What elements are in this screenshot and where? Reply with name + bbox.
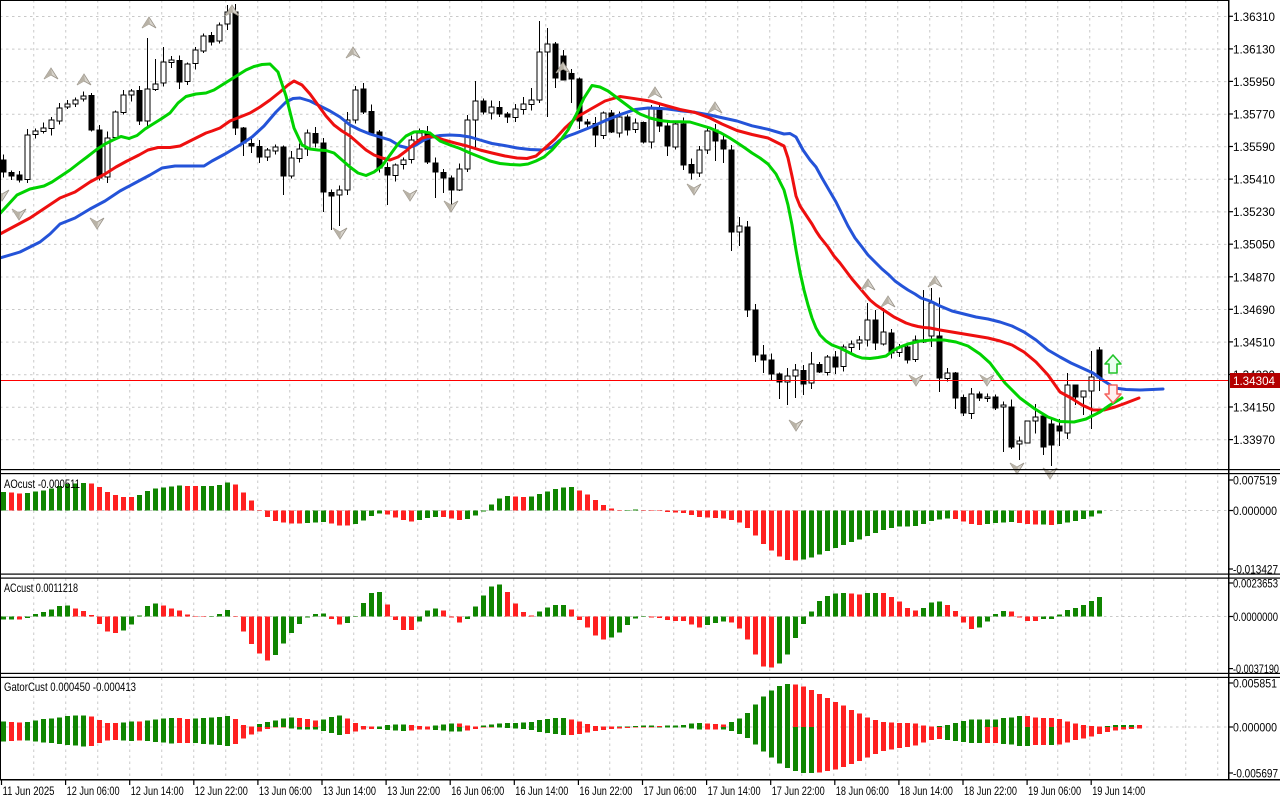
svg-text:0.0000000: 0.0000000 <box>1233 610 1278 624</box>
svg-text:0.000000: 0.000000 <box>1233 504 1277 518</box>
svg-text:11 Jun 2025: 11 Jun 2025 <box>3 786 55 798</box>
svg-text:1.36310: 1.36310 <box>1233 10 1275 24</box>
svg-text:AOcust -0.000511: AOcust -0.000511 <box>4 477 80 491</box>
svg-text:19 Jun 06:00: 19 Jun 06:00 <box>1028 786 1081 798</box>
svg-text:0.000000: 0.000000 <box>1233 721 1277 735</box>
svg-text:1.34150: 1.34150 <box>1233 401 1275 415</box>
svg-text:0.007519: 0.007519 <box>1233 474 1277 488</box>
svg-text:17 Jun 06:00: 17 Jun 06:00 <box>644 786 697 798</box>
svg-text:1.35050: 1.35050 <box>1233 238 1275 252</box>
svg-text:1.35950: 1.35950 <box>1233 75 1275 89</box>
svg-text:-0.005697: -0.005697 <box>1233 767 1278 781</box>
svg-text:1.34304: 1.34304 <box>1233 374 1275 388</box>
svg-text:1.35230: 1.35230 <box>1233 205 1275 219</box>
svg-text:17 Jun 14:00: 17 Jun 14:00 <box>708 786 761 798</box>
svg-text:17 Jun 22:00: 17 Jun 22:00 <box>772 786 825 798</box>
svg-text:1.34690: 1.34690 <box>1233 303 1275 317</box>
svg-text:-0.013427: -0.013427 <box>1233 563 1278 577</box>
svg-text:1.35770: 1.35770 <box>1233 108 1275 122</box>
svg-text:-0.0037190: -0.0037190 <box>1233 662 1279 676</box>
svg-text:19 Jun 14:00: 19 Jun 14:00 <box>1092 786 1145 798</box>
svg-text:1.34510: 1.34510 <box>1233 335 1275 349</box>
svg-text:GatorCust 0.000450 -0.000413: GatorCust 0.000450 -0.000413 <box>4 680 136 694</box>
svg-text:0.0023653: 0.0023653 <box>1233 577 1278 591</box>
svg-text:13 Jun 14:00: 13 Jun 14:00 <box>323 786 376 798</box>
svg-text:12 Jun 06:00: 12 Jun 06:00 <box>67 786 120 798</box>
svg-text:12 Jun 14:00: 12 Jun 14:00 <box>131 786 184 798</box>
svg-text:16 Jun 14:00: 16 Jun 14:00 <box>515 786 568 798</box>
svg-text:18 Jun 22:00: 18 Jun 22:00 <box>964 786 1017 798</box>
svg-text:12 Jun 22:00: 12 Jun 22:00 <box>195 786 248 798</box>
svg-text:1.36130: 1.36130 <box>1233 42 1275 56</box>
svg-text:18 Jun 14:00: 18 Jun 14:00 <box>900 786 953 798</box>
svg-text:13 Jun 22:00: 13 Jun 22:00 <box>387 786 440 798</box>
svg-text:0.005851: 0.005851 <box>1233 677 1277 691</box>
svg-text:ACcust 0.0011218: ACcust 0.0011218 <box>4 581 78 595</box>
svg-text:13 Jun 06:00: 13 Jun 06:00 <box>259 786 312 798</box>
svg-text:1.35410: 1.35410 <box>1233 173 1275 187</box>
svg-text:1.34870: 1.34870 <box>1233 270 1275 284</box>
svg-text:16 Jun 22:00: 16 Jun 22:00 <box>579 786 632 798</box>
svg-text:18 Jun 06:00: 18 Jun 06:00 <box>836 786 889 798</box>
svg-text:16 Jun 06:00: 16 Jun 06:00 <box>451 786 504 798</box>
svg-text:1.35590: 1.35590 <box>1233 140 1275 154</box>
svg-text:1.33970: 1.33970 <box>1233 433 1275 447</box>
